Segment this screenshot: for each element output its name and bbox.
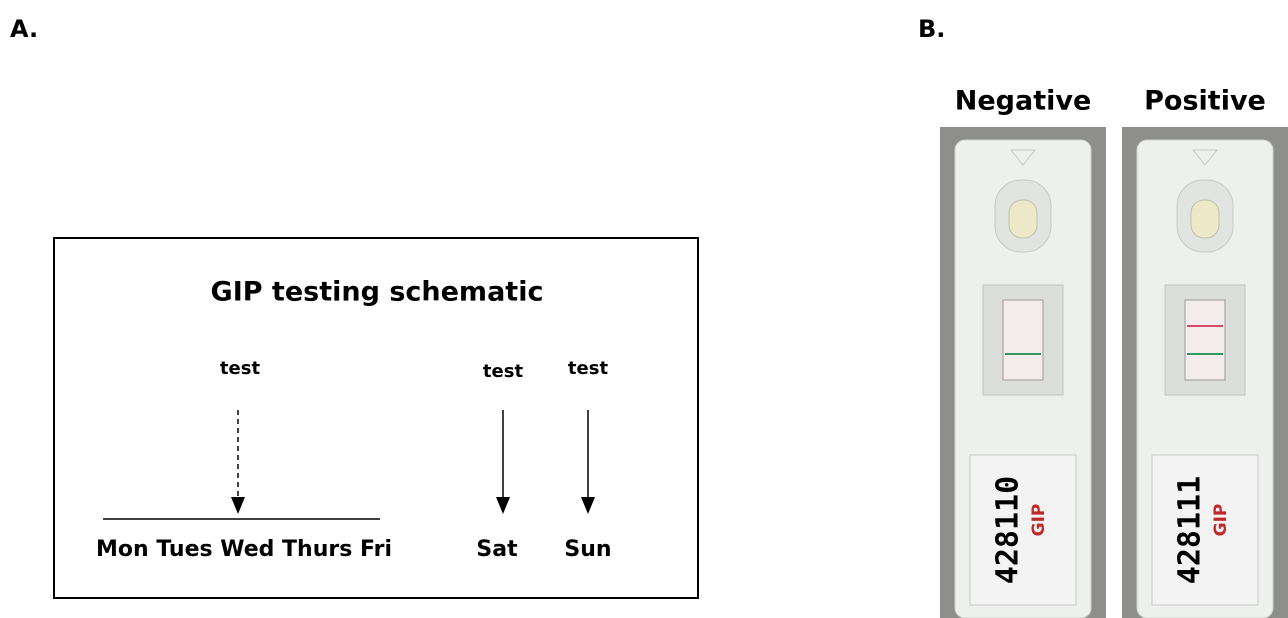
result-window bbox=[1184, 299, 1226, 381]
test-label: test bbox=[568, 358, 609, 379]
schematic-title: GIP testing schematic bbox=[211, 277, 544, 308]
strip-triangle bbox=[1191, 149, 1219, 166]
label-area bbox=[969, 454, 1077, 606]
strip-triangle bbox=[1009, 149, 1037, 166]
panel-label: A. bbox=[10, 15, 38, 43]
sample-well bbox=[1190, 199, 1220, 239]
brand-label: GIP bbox=[1211, 504, 1231, 537]
strip-heading: Negative bbox=[955, 86, 1092, 117]
weekend-day: Sat bbox=[476, 537, 518, 562]
arrow-head bbox=[581, 497, 595, 514]
sample-well bbox=[1008, 199, 1038, 239]
test-label: test bbox=[483, 361, 524, 382]
brand-label: GIP bbox=[1029, 504, 1049, 537]
label-area bbox=[1151, 454, 1259, 606]
schematic-box bbox=[53, 237, 699, 599]
arrow-head bbox=[231, 497, 245, 514]
result-window bbox=[1002, 299, 1044, 381]
panel-label: B. bbox=[918, 15, 945, 43]
weekend-day: Sun bbox=[564, 537, 611, 562]
handwritten-id: 428111 bbox=[1173, 476, 1208, 584]
handwritten-id: 428110 bbox=[991, 476, 1026, 584]
strip-heading: Positive bbox=[1144, 86, 1266, 117]
weekdays: Mon Tues Wed Thurs Fri bbox=[96, 537, 392, 562]
arrow-head bbox=[496, 497, 510, 514]
test-label: test bbox=[220, 358, 261, 379]
